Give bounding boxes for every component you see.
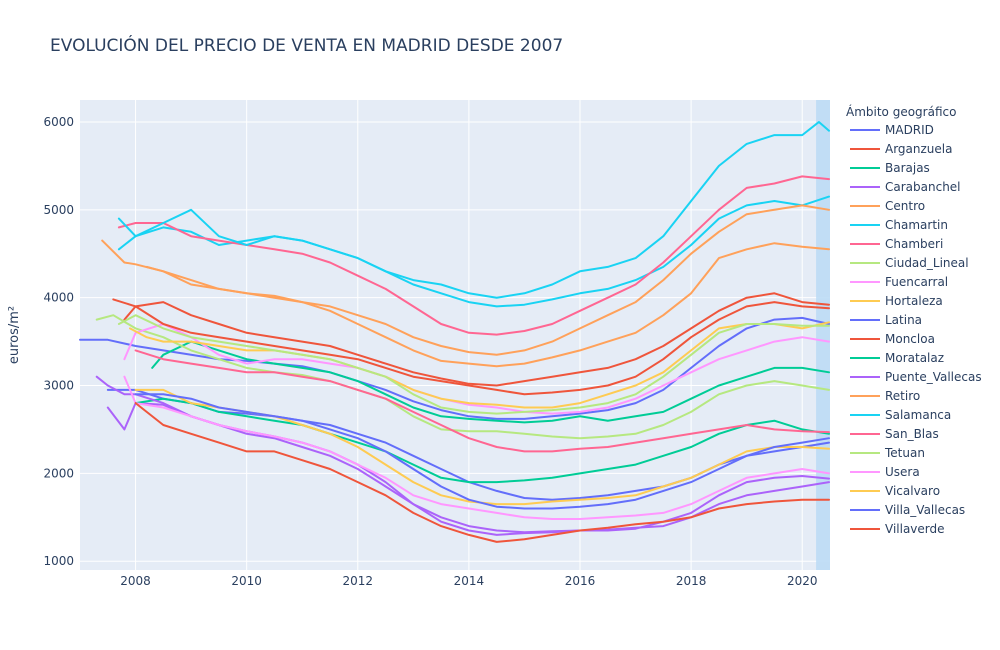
series-line-moratalaz (134, 397, 830, 484)
y-tick-label: 1000 (43, 554, 74, 568)
legend-item-label: Tetuan (884, 446, 925, 460)
series-line-barajas (151, 340, 830, 424)
series-line-fuencarral (123, 323, 830, 415)
series-lines (79, 121, 830, 543)
x-tick-label: 2014 (454, 574, 485, 588)
legend-item-label: Latina (885, 313, 922, 327)
series-line-centro (101, 239, 830, 368)
x-tick-label: 2012 (343, 574, 374, 588)
y-tick-label: 4000 (43, 291, 74, 305)
legend-item-label: Salamanca (885, 408, 951, 422)
y-gridlines (80, 121, 830, 562)
legend: MADRID Arganzuela Barajas Carabanchel Centro… (850, 123, 982, 536)
legend-item-label: Barajas (885, 161, 930, 175)
series-line-moncloa (123, 301, 830, 396)
y-tick-label: 6000 (43, 115, 74, 129)
series-line-san_blas (134, 349, 830, 453)
legend-item-label: Centro (885, 199, 925, 213)
highlight-band (816, 100, 830, 570)
legend-item-label: MADRID (885, 123, 934, 137)
chart-title: EVOLUCIÓN DEL PRECIO DE VENTA EN MADRID … (50, 34, 563, 56)
series-line-hortaleza (129, 321, 830, 409)
series-line-chamberi (117, 175, 830, 336)
series-line-chamartin (117, 195, 830, 308)
series-line-arganzuela (112, 292, 830, 387)
legend-item-label: Carabanchel (885, 180, 961, 194)
x-tick-label: 2020 (787, 574, 818, 588)
legend-item-label: Fuencarral (885, 275, 948, 289)
y-tick-label: 3000 (43, 379, 74, 393)
legend-item-label: San_Blas (885, 427, 939, 441)
legend-item-label: Moratalaz (885, 351, 944, 365)
legend-item-label: Chamartin (885, 218, 948, 232)
series-line-villa_vallecas (134, 393, 830, 510)
series-line-tetuan (117, 314, 830, 415)
x-tick-label: 2016 (565, 574, 596, 588)
legend-item-label: Hortaleza (885, 294, 943, 308)
legend-item-label: Villaverde (885, 522, 945, 536)
legend-item-label: Usera (885, 465, 920, 479)
legend-item-label: Ciudad_Lineal (885, 256, 969, 270)
legend-item-label: Moncloa (885, 332, 935, 346)
series-line-salamanca (117, 121, 830, 299)
series-line-usera (123, 375, 830, 520)
y-tick-label: 2000 (43, 466, 74, 480)
y-axis-ticks: 1000 2000 3000 4000 5000 6000 (43, 115, 74, 568)
x-tick-label: 2010 (231, 574, 262, 588)
legend-item-label: Vicalvaro (885, 484, 940, 498)
series-line-villaverde (134, 402, 830, 543)
legend-item-label: Retiro (885, 389, 920, 403)
x-tick-label: 2018 (676, 574, 707, 588)
x-tick-label: 2008 (120, 574, 151, 588)
series-line-puente_vallecas (95, 375, 830, 534)
legend-item-label: Puente_Vallecas (885, 370, 982, 384)
series-line-retiro (145, 204, 830, 356)
legend-title: Ámbito geográfico (846, 104, 956, 119)
legend-item-label: Villa_Vallecas (885, 503, 965, 517)
y-axis-label: euros/m² (7, 306, 22, 364)
y-tick-label: 5000 (43, 203, 74, 217)
series-line-ciudad_lineal (95, 314, 830, 440)
series-line-madrid (79, 316, 830, 420)
legend-item-label: Arganzuela (885, 142, 952, 156)
legend-item-label: Chamberi (885, 237, 943, 251)
x-axis-ticks: 2008 2010 2012 2014 2016 2018 2020 (120, 574, 817, 588)
